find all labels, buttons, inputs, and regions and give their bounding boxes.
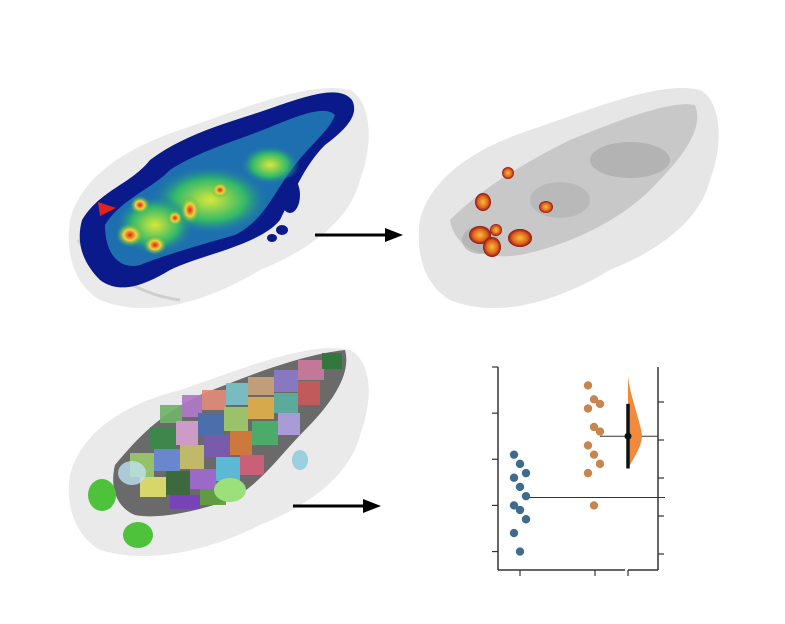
group-b-point: [583, 441, 593, 450]
thresholded-brain-image: [418, 88, 719, 309]
group-b-point: [595, 459, 605, 469]
group-a-point: [509, 501, 519, 510]
effect-size-distribution: [628, 376, 642, 469]
group-b-point: [583, 404, 593, 413]
group-a-point: [521, 515, 531, 524]
group-b-point: [589, 450, 599, 459]
group-a-point: [521, 491, 531, 501]
group-a-point: [515, 482, 525, 492]
atlas-segmented-brain-image: [68, 348, 369, 556]
right-arrow-icon: [315, 225, 405, 245]
group-b-point: [589, 422, 599, 432]
group-b-point: [589, 395, 599, 404]
heatmap-brain-image: [68, 88, 369, 309]
atlas-segmented-brain-panel: [60, 335, 380, 565]
estimation-plot: [492, 366, 665, 576]
red-arrowhead-marker: [98, 202, 116, 216]
group-a-point: [515, 547, 525, 556]
group-a-point: [509, 473, 519, 482]
group-a-point: [515, 505, 525, 515]
group-a-point: [509, 450, 519, 459]
group-b-point: [583, 381, 593, 390]
thresholded-brain-panel: [410, 70, 730, 330]
estimation-plot-panel: [480, 355, 670, 585]
right-arrow-icon: [293, 496, 383, 516]
group-b-point: [589, 501, 599, 510]
heatmap-brain-panel: [60, 70, 380, 330]
group-a-point: [515, 459, 525, 469]
group-a-point: [521, 468, 531, 478]
group-a-point: [509, 528, 519, 538]
group-b-point: [583, 468, 593, 478]
group-b-point: [595, 399, 605, 409]
group-b-point: [595, 427, 605, 436]
effect-size-point: [624, 432, 632, 440]
